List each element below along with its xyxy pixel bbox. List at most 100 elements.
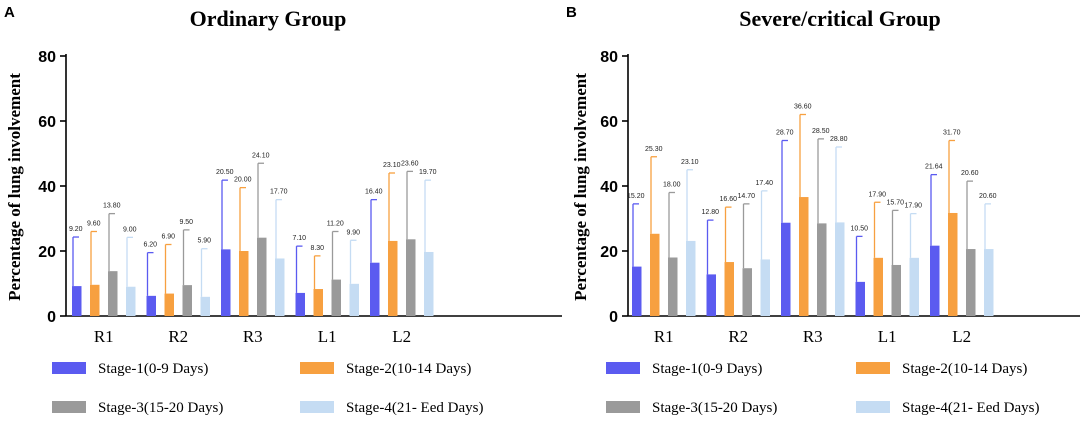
legend-swatch-stage4 — [300, 401, 334, 413]
x-tick-label: L1 — [878, 327, 897, 346]
x-tick-label: R2 — [728, 327, 748, 346]
x-tick-label: R3 — [243, 327, 263, 346]
data-label: 14.70 — [737, 193, 755, 200]
data-label: 6.20 — [143, 242, 157, 249]
bar-r2-stage3 — [182, 285, 192, 316]
panel-letter-a: A — [4, 4, 15, 21]
x-tick-label: R2 — [168, 327, 188, 346]
bar-l2-stage2 — [948, 212, 958, 316]
legend-a: Stage-1(0-9 Days) Stage-2(10-14 Days) Stag… — [52, 361, 483, 416]
bar-r3-stage2 — [239, 251, 249, 316]
data-label: 9.60 — [87, 221, 101, 228]
data-label: 9.20 — [69, 226, 83, 233]
bar-l2-stage4 — [424, 251, 434, 316]
y-tick-label: 60 — [38, 114, 56, 131]
data-label: 23.10 — [681, 159, 699, 166]
bar-l2-stage3 — [406, 239, 416, 316]
data-label: 5.90 — [197, 238, 211, 245]
data-label: 17.90 — [868, 191, 886, 198]
legend-label-stage3: Stage-3(15-20 Days) — [652, 400, 777, 416]
y-tick-label: 20 — [38, 244, 56, 261]
y-tick-label: 0 — [609, 309, 618, 326]
y-tick-label: 80 — [38, 49, 56, 66]
data-label: 17.40 — [755, 180, 773, 187]
data-label: 20.60 — [961, 170, 979, 177]
bar-r3-stage4 — [835, 222, 845, 316]
data-label: 21.64 — [925, 164, 943, 171]
x-tick-label: L1 — [318, 327, 337, 346]
bar-l2-stage4 — [984, 249, 994, 316]
legend-label-stage1: Stage-1(0-9 Days) — [652, 361, 762, 377]
bar-r2-stage1 — [146, 295, 156, 316]
data-label: 13.80 — [103, 203, 121, 210]
data-label: 16.60 — [719, 196, 737, 203]
data-label: 28.80 — [830, 136, 848, 143]
bar-r1-stage4 — [686, 240, 696, 316]
bar-r1-stage1 — [632, 266, 642, 316]
data-label: 20.50 — [216, 169, 234, 176]
bar-l1-stage3 — [891, 264, 901, 316]
data-label: 23.10 — [383, 162, 401, 169]
y-tick-label: 40 — [38, 179, 56, 196]
y-tick-label: 0 — [47, 309, 56, 326]
bar-l1-stage1 — [855, 281, 865, 316]
legend-swatch-stage4 — [856, 401, 890, 413]
y-tick-label: 20 — [600, 244, 618, 261]
bar-r2-stage1 — [706, 274, 716, 316]
x-tick-label: L2 — [392, 327, 411, 346]
legend-label-stage4: Stage-4(21- Eed Days) — [902, 400, 1039, 416]
x-tick-label: L2 — [952, 327, 971, 346]
y-tick-label: 60 — [600, 114, 618, 131]
bar-l2-stage3 — [966, 249, 976, 316]
legend-swatch-stage1 — [606, 362, 640, 374]
bar-l1-stage4 — [909, 257, 919, 316]
bar-r3-stage2 — [799, 197, 809, 316]
bar-r2-stage3 — [742, 268, 752, 316]
data-label: 28.70 — [776, 130, 794, 137]
bar-r2-stage4 — [760, 259, 770, 316]
data-label: 15.20 — [627, 193, 645, 200]
bar-r1-stage3 — [108, 271, 118, 316]
bar-l1-stage2 — [873, 257, 883, 316]
data-label: 31.70 — [943, 130, 961, 137]
panel-letter-b: B — [566, 4, 577, 21]
legend-label-stage4: Stage-4(21- Eed Days) — [346, 400, 483, 416]
panel-a: A Ordinary Group Percentage of lung invo… — [4, 4, 562, 416]
y-tick-label: 40 — [600, 179, 618, 196]
bar-r3-stage3 — [257, 237, 267, 316]
data-label: 18.00 — [663, 182, 681, 189]
x-tick-label: R3 — [803, 327, 823, 346]
bar-r1-stage2 — [90, 284, 100, 316]
plot-area-b: 0 20 40 60 80 15.20 25.30 18.00 23.10 R1 12.8016.6… — [600, 49, 1080, 346]
legend-swatch-stage3 — [52, 401, 86, 413]
bar-r3-stage3 — [817, 223, 827, 316]
y-axis-label-b: Percentage of lung involvement — [571, 73, 590, 301]
data-label: 17.90 — [904, 203, 922, 210]
bar-l2-stage1 — [370, 262, 380, 316]
data-label: 8.30 — [310, 245, 324, 252]
data-label: 28.50 — [812, 128, 830, 135]
data-label: 15.70 — [886, 199, 904, 206]
data-label: 24.10 — [252, 152, 270, 159]
data-label: 6.90 — [161, 234, 175, 241]
data-label: 25.30 — [645, 146, 663, 153]
chart-title-a: Ordinary Group — [190, 6, 347, 31]
data-label: 11.20 — [327, 221, 344, 228]
legend-swatch-stage2 — [856, 362, 890, 374]
legend-b: Stage-1(0-9 Days) Stage-2(10-14 Days) Stag… — [606, 361, 1039, 416]
legend-swatch-stage3 — [606, 401, 640, 413]
data-label: 9.00 — [123, 226, 137, 233]
bar-r3-stage1 — [221, 249, 231, 316]
data-label: 10.50 — [850, 225, 868, 232]
bar-r1-stage2 — [650, 233, 660, 316]
data-label: 36.60 — [794, 104, 812, 111]
panel-b: B Severe/critical Group Percentage of lu… — [566, 4, 1080, 416]
bar-l2-stage1 — [930, 245, 940, 316]
bar-l2-stage2 — [388, 240, 398, 316]
data-label: 9.90 — [346, 229, 360, 236]
bar-l1-stage4 — [349, 283, 359, 316]
bar-l1-stage1 — [295, 292, 305, 316]
bar-r1-stage4 — [126, 286, 136, 316]
data-label: 17.70 — [270, 189, 288, 196]
